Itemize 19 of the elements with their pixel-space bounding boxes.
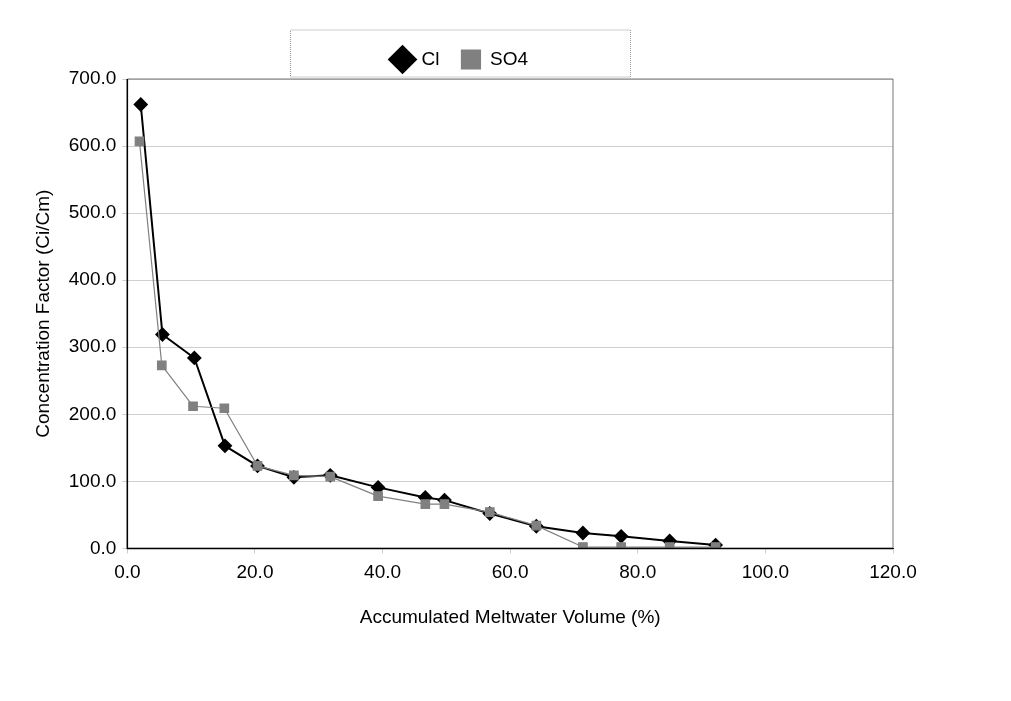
x-tick-label: 120.0 [869,561,917,583]
legend-label: SO4 [489,47,529,69]
legend-label: Cl [421,47,440,69]
y-tick-label: 700.0 [68,67,117,89]
x-axis-title: Accumulated Meltwater Volume (%) [359,605,661,627]
y-tick-label: 100.0 [68,469,117,491]
y-tick-label: 400.0 [68,268,117,290]
x-tick-label: 20.0 [236,561,274,583]
y-axis-title: Concentration Factor (Ci/Cm) [31,189,53,438]
y-tick-label: 300.0 [68,335,117,357]
x-tick-label: 60.0 [491,561,529,583]
y-tick-label: 500.0 [68,201,117,223]
x-tick-label: 40.0 [364,561,402,583]
x-tick-label: 80.0 [619,561,657,583]
y-tick-label: 0.0 [89,536,117,558]
y-tick-label: 200.0 [68,402,117,424]
y-tick-label: 600.0 [68,134,117,156]
x-tick-label: 0.0 [114,561,141,583]
x-tick-label: 100.0 [741,561,790,583]
